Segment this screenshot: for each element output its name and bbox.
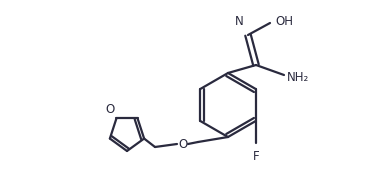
Text: O: O bbox=[105, 103, 115, 116]
Text: O: O bbox=[178, 138, 188, 151]
Text: NH₂: NH₂ bbox=[287, 71, 309, 83]
Text: N: N bbox=[235, 15, 244, 28]
Text: F: F bbox=[252, 150, 259, 163]
Text: OH: OH bbox=[275, 15, 293, 27]
